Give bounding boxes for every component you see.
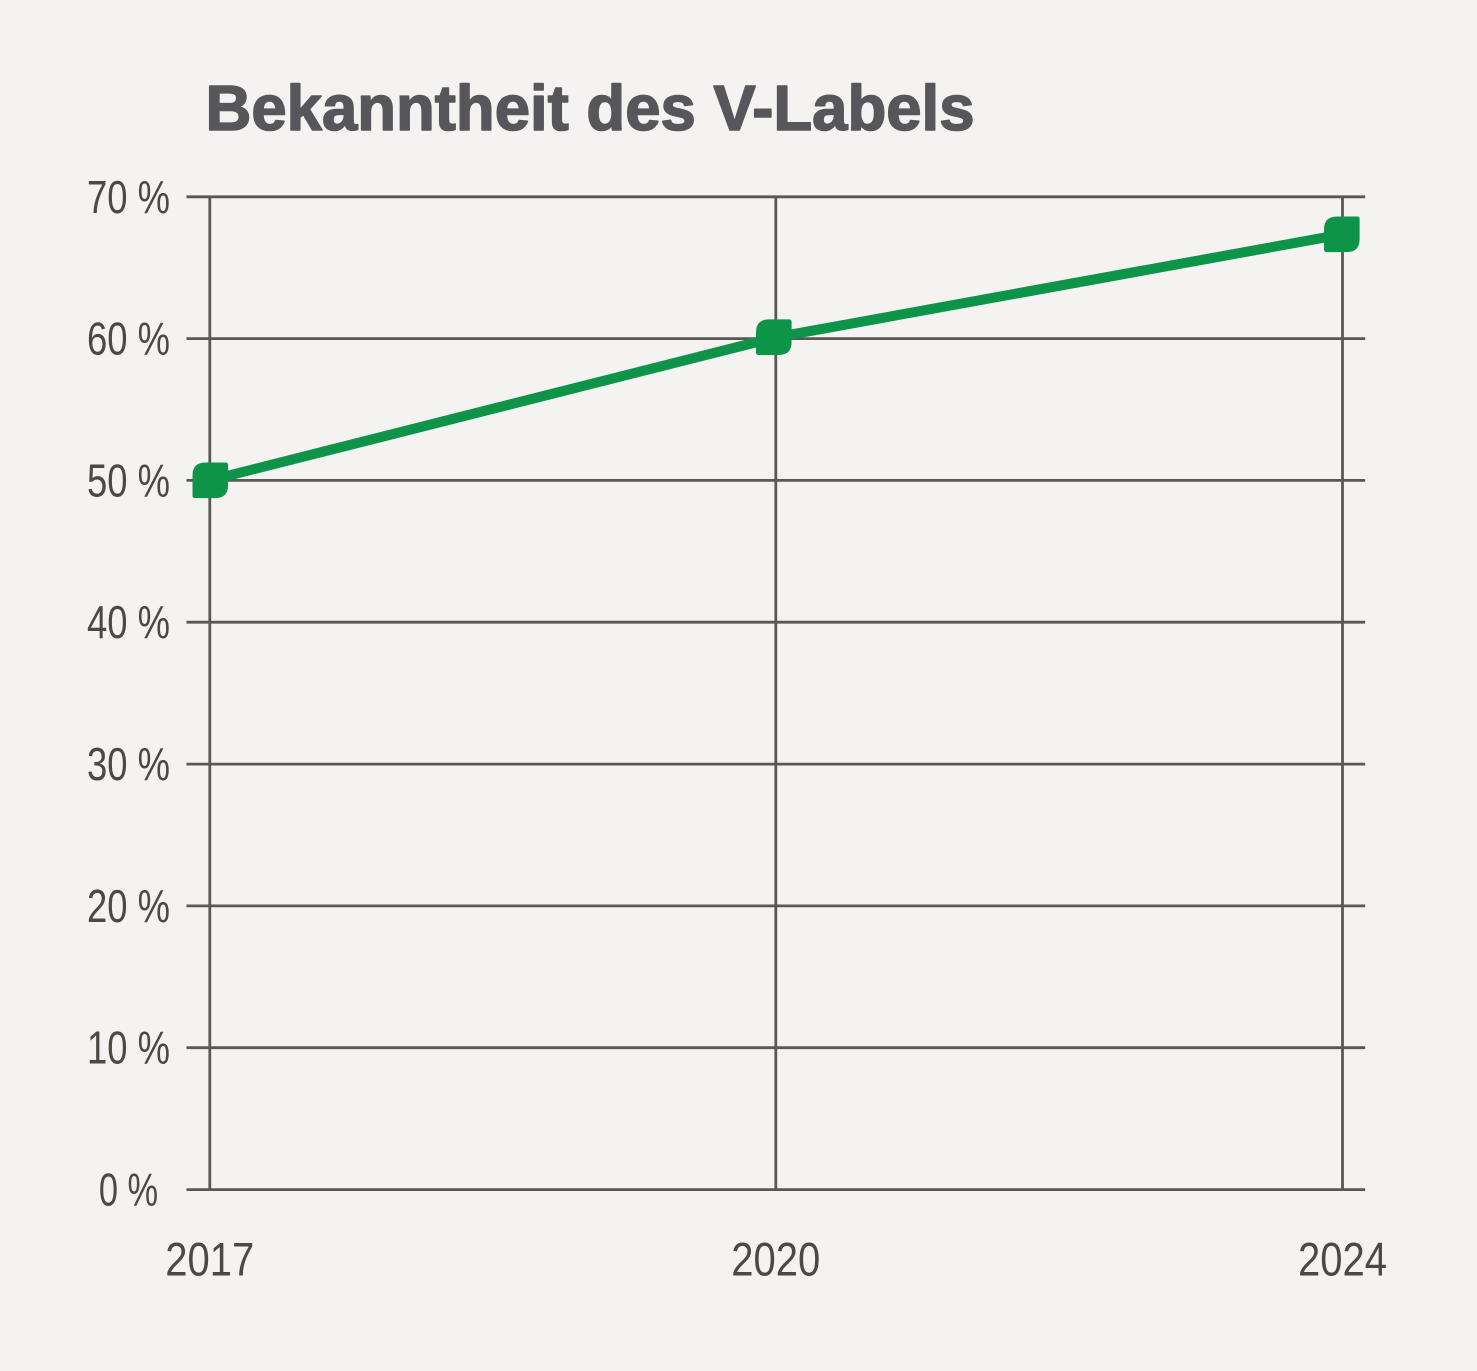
svg-text:20 %: 20 % [87, 880, 170, 932]
svg-text:2024: 2024 [1298, 1233, 1387, 1286]
svg-text:0 %: 0 % [99, 1164, 158, 1216]
svg-text:30 %: 30 % [87, 738, 170, 790]
svg-text:Bekanntheit des V-Labels: Bekanntheit des V-Labels [206, 72, 975, 144]
svg-text:60 %: 60 % [87, 313, 170, 365]
svg-text:2017: 2017 [165, 1233, 254, 1286]
svg-text:10 %: 10 % [87, 1022, 170, 1074]
svg-text:50 %: 50 % [87, 454, 170, 506]
svg-text:40 %: 40 % [87, 596, 170, 648]
svg-text:2020: 2020 [731, 1233, 820, 1286]
svg-text:70 %: 70 % [87, 171, 170, 223]
